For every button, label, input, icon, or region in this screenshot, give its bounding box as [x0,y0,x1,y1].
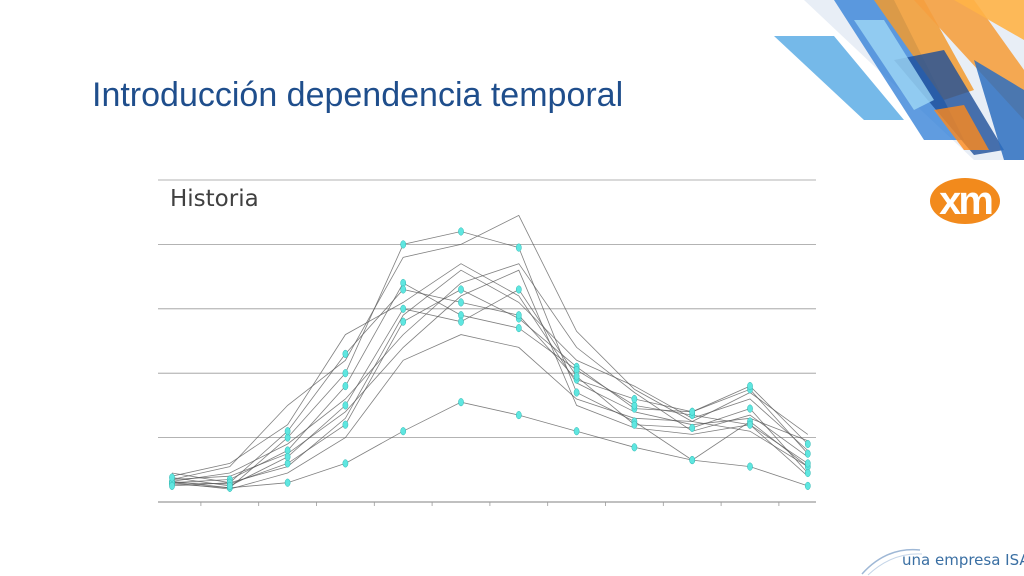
series-line-11 [171,288,809,487]
data-point [284,452,291,461]
data-point [804,439,811,449]
series-line-12 [171,334,809,490]
data-point [342,420,349,429]
data-point [573,388,580,397]
data-point [515,311,522,320]
data-point [400,304,407,313]
logo-background-icon [930,178,1000,224]
series-line-8 [171,269,809,484]
data-point [689,456,696,465]
data-point [400,317,407,326]
data-point [458,227,464,236]
corner-decoration [774,0,1024,160]
series-line-3 [171,289,809,485]
data-point [573,372,580,381]
series-line-2 [171,214,809,480]
data-point [400,240,407,249]
history-line-chart [158,179,816,506]
footer-swoosh [861,548,923,576]
logo-text: xm [939,178,994,223]
data-point [804,481,811,490]
data-point [804,468,811,478]
data-point [458,285,464,294]
data-point [342,459,349,468]
data-point [458,298,464,307]
series-line-1 [171,231,809,489]
data-point [747,420,753,429]
data-point [747,462,753,471]
data-point [631,443,638,452]
data-point [631,394,638,404]
series-line-4 [171,269,809,480]
data-point [284,478,291,487]
data-point [631,420,638,429]
chart-series-lines [171,214,809,490]
data-point [804,459,811,468]
xm-logo: xm [928,176,1002,226]
data-point [226,481,233,490]
footer-tagline: una empresa ISA [902,551,1024,569]
series-line-7 [171,282,809,484]
data-point [515,285,522,294]
series-line-9 [171,289,809,487]
series-line-6 [171,263,808,477]
data-point [400,285,407,294]
chart-points [169,227,811,492]
data-point [284,427,291,436]
data-point [458,398,464,407]
data-point [458,317,464,326]
data-point [515,324,522,333]
data-point [804,449,811,458]
series-line-10 [171,263,809,482]
data-point [689,407,696,416]
data-point [747,382,753,391]
data-point [747,404,753,413]
data-point [169,481,175,490]
data-point [400,427,407,436]
series-line-5 [171,401,808,489]
data-point [573,427,580,436]
data-point [342,349,349,358]
slide-title: Introducción dependencia temporal [92,76,624,114]
data-point [515,243,522,252]
data-point [342,382,349,391]
data-point [342,401,349,410]
chart-grid [158,179,816,506]
data-point [689,423,696,432]
chart-title: Historia [170,186,259,212]
data-point [515,411,522,420]
data-point [169,473,175,482]
data-point [342,369,349,378]
